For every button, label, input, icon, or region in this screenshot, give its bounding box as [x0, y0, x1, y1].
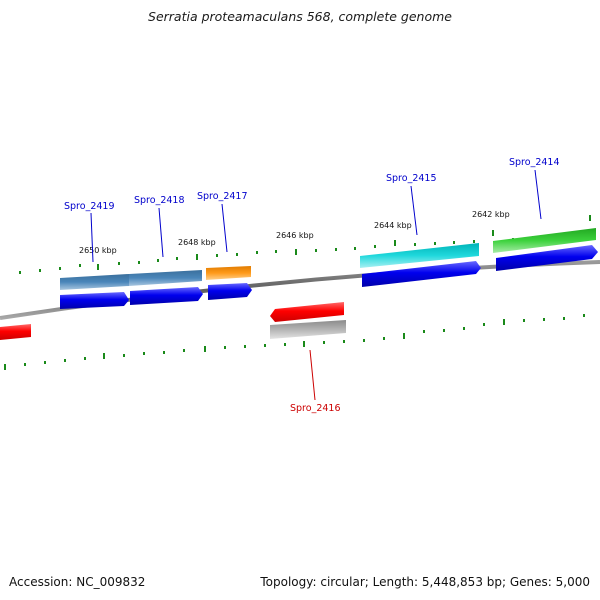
- scale-tick-label: 2642 kbp: [472, 210, 510, 219]
- gene-bar-spro-2416[interactable]: [270, 320, 346, 339]
- cds-arrow-spro-2419[interactable]: [60, 292, 129, 309]
- gene-label-spro-2418[interactable]: Spro_2418: [134, 195, 185, 206]
- gene-label-spro-2415[interactable]: Spro_2415: [386, 173, 437, 184]
- cds-arrow-spro-2416[interactable]: [270, 302, 344, 322]
- scale-tick-label: 2646 kbp: [276, 231, 314, 240]
- genome-title: Serratia proteamaculans 568, complete ge…: [148, 9, 452, 24]
- cds-arrow-spro-2417[interactable]: [208, 283, 252, 300]
- gene-label-spro-2414[interactable]: Spro_2414: [509, 157, 560, 168]
- gene-label-spro-2416[interactable]: Spro_2416: [290, 403, 341, 414]
- gene-bar-spro-2417[interactable]: [206, 266, 251, 280]
- genome-summary: Topology: circular; Length: 5,448,853 bp…: [260, 575, 590, 589]
- accession-label: Accession: NC_009832: [9, 575, 146, 589]
- scale-tick-label: 2648 kbp: [178, 238, 216, 247]
- scale-tick-label: 2650 kbp: [79, 246, 117, 255]
- cds-arrow-spro-2414[interactable]: [496, 245, 598, 271]
- gene-bar-spro-2415[interactable]: [360, 243, 479, 268]
- label-leader-lines: [90, 169, 542, 401]
- gene-bar-spro-2414[interactable]: [493, 228, 596, 253]
- gene-label-spro-2417[interactable]: Spro_2417: [197, 191, 248, 202]
- cds-arrow-spro-2415[interactable]: [362, 261, 481, 287]
- gene-bar-spro-2418[interactable]: [129, 270, 202, 286]
- cds-arrow-left-edge[interactable]: [0, 324, 31, 340]
- cds-arrow-spro-2418[interactable]: [130, 287, 203, 305]
- gene-bar-spro-2419[interactable]: [60, 274, 129, 290]
- scale-tick-label: 2644 kbp: [374, 221, 412, 230]
- gene-label-spro-2419[interactable]: Spro_2419: [64, 201, 115, 212]
- tick-row-inner: [4, 314, 585, 370]
